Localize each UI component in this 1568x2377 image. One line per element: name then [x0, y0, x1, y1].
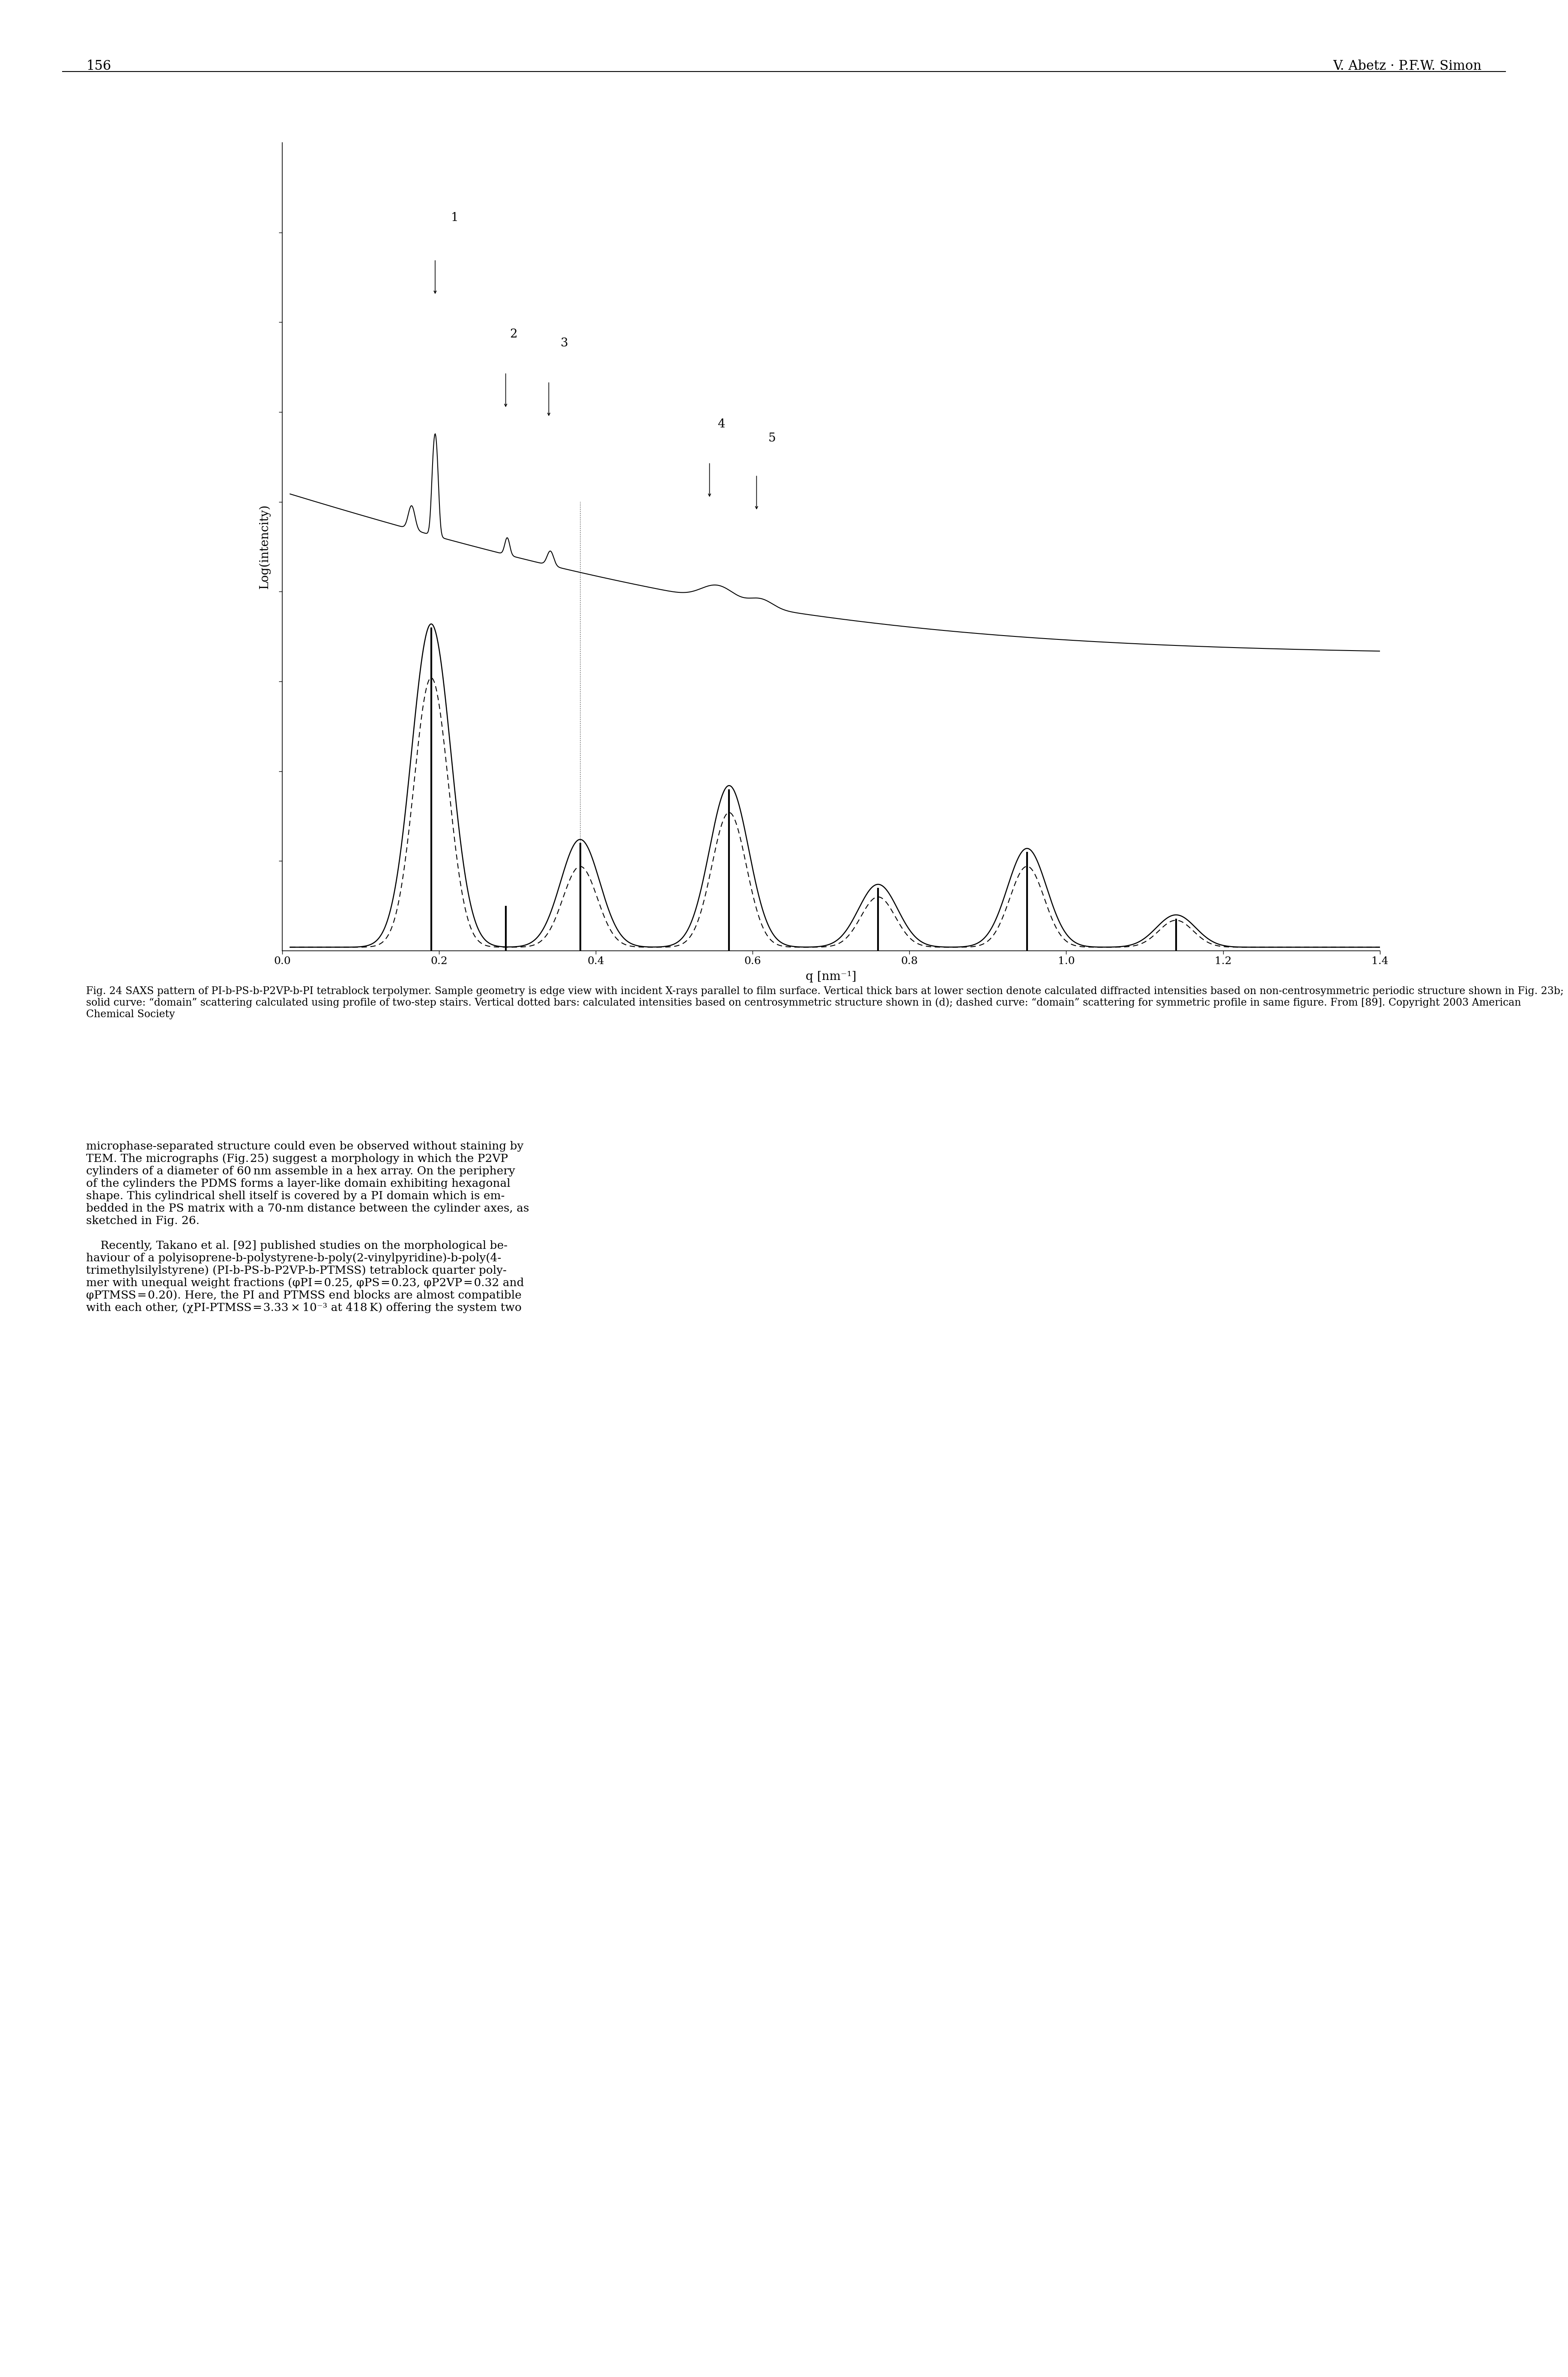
Text: 156: 156 [86, 59, 111, 74]
Text: Fig. 24 SAXS pattern of PI-b-PS-b-P2VP-b-PI tetrablock terpolymer. Sample geomet: Fig. 24 SAXS pattern of PI-b-PS-b-P2VP-b… [86, 986, 1563, 1020]
Text: 2: 2 [510, 328, 517, 340]
Text: 5: 5 [768, 433, 776, 444]
Text: 1: 1 [450, 212, 458, 223]
X-axis label: q [nm⁻¹]: q [nm⁻¹] [806, 972, 856, 982]
Text: V. Abetz · P.F.W. Simon: V. Abetz · P.F.W. Simon [1333, 59, 1482, 74]
Text: microphase-separated structure could even be observed without staining by
TEM. T: microphase-separated structure could eve… [86, 1141, 530, 1312]
Text: 3: 3 [560, 338, 568, 349]
Text: 4: 4 [718, 418, 724, 430]
Y-axis label: Log(intencity): Log(intencity) [259, 504, 271, 589]
